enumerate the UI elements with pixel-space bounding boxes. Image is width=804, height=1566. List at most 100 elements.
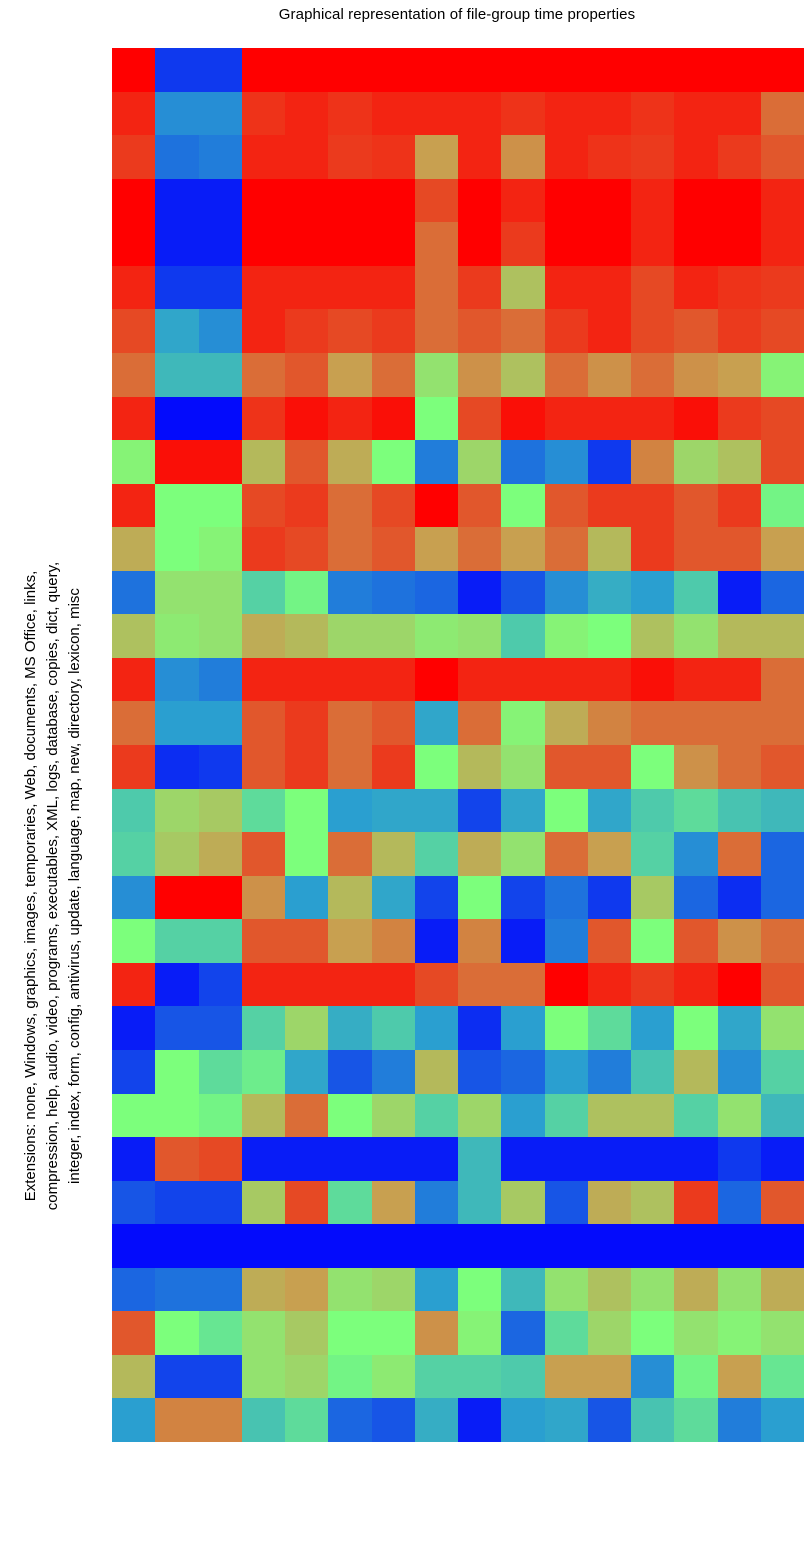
heatmap-cell-r31-c5 (328, 1398, 372, 1442)
heatmap-cell-r11-c3 (242, 527, 285, 571)
heatmap-cell-r28-c3 (242, 1268, 285, 1311)
heatmap-cell-r0-c11 (588, 48, 631, 92)
heatmap-cell-r19-c8 (458, 876, 501, 919)
heatmap-cell-r28-c7 (415, 1268, 458, 1311)
heatmap-cell-r30-c11 (588, 1355, 631, 1398)
heatmap-cell-r15-c2 (199, 701, 242, 745)
heatmap-cell-r2-c10 (545, 135, 588, 179)
heatmap-cell-r30-c7 (415, 1355, 458, 1398)
heatmap-cell-r8-c5 (328, 397, 372, 440)
heatmap-cell-r10-c4 (285, 484, 328, 527)
heatmap-cell-r9-c9 (501, 440, 545, 484)
heatmap-cell-r22-c14 (718, 1006, 761, 1050)
heatmap-cell-r19-c1 (155, 876, 199, 919)
heatmap-cell-r20-c4 (285, 919, 328, 963)
heatmap-cell-r31-c15 (761, 1398, 804, 1442)
heatmap-cell-r28-c13 (674, 1268, 718, 1311)
heatmap-cell-r1-c0 (112, 92, 155, 135)
heatmap-cell-r11-c10 (545, 527, 588, 571)
heatmap-cell-r2-c14 (718, 135, 761, 179)
heatmap-cell-r7-c3 (242, 353, 285, 397)
heatmap-cell-r10-c0 (112, 484, 155, 527)
heatmap-cell-r14-c9 (501, 658, 545, 701)
heatmap-cell-r29-c5 (328, 1311, 372, 1355)
y-axis-label-line-2: compression, help, audio, video, program… (44, 561, 61, 1211)
heatmap-cell-r15-c6 (372, 701, 415, 745)
heatmap-cell-r9-c6 (372, 440, 415, 484)
heatmap-cell-r4-c0 (112, 222, 155, 266)
heatmap-cell-r23-c0 (112, 1050, 155, 1094)
heatmap-cell-r0-c1 (155, 48, 199, 92)
heatmap-cell-r19-c7 (415, 876, 458, 919)
heatmap-cell-r21-c14 (718, 963, 761, 1006)
heatmap-cell-r23-c3 (242, 1050, 285, 1094)
heatmap-cell-r18-c8 (458, 832, 501, 876)
heatmap-cell-r8-c11 (588, 397, 631, 440)
heatmap-cell-r1-c6 (372, 92, 415, 135)
heatmap-cell-r6-c3 (242, 309, 285, 353)
heatmap-cell-r4-c10 (545, 222, 588, 266)
heatmap-cell-r26-c4 (285, 1181, 328, 1224)
heatmap-cell-r18-c0 (112, 832, 155, 876)
heatmap-cell-r19-c5 (328, 876, 372, 919)
heatmap-cell-r7-c0 (112, 353, 155, 397)
heatmap-cell-r21-c3 (242, 963, 285, 1006)
heatmap-cell-r5-c12 (631, 266, 674, 309)
heatmap-cell-r13-c9 (501, 614, 545, 658)
heatmap-cell-r5-c7 (415, 266, 458, 309)
heatmap-cell-r9-c12 (631, 440, 674, 484)
heatmap-cell-r17-c6 (372, 789, 415, 832)
heatmap-cell-r6-c9 (501, 309, 545, 353)
heatmap-cell-r3-c9 (501, 179, 545, 222)
heatmap-cell-r29-c7 (415, 1311, 458, 1355)
heatmap-cell-r15-c15 (761, 701, 804, 745)
heatmap-cell-r23-c11 (588, 1050, 631, 1094)
heatmap-cell-r2-c5 (328, 135, 372, 179)
heatmap-cell-r0-c5 (328, 48, 372, 92)
heatmap-cell-r24-c2 (199, 1094, 242, 1137)
heatmap-cell-r4-c1 (155, 222, 199, 266)
heatmap-cell-r0-c2 (199, 48, 242, 92)
heatmap-cell-r8-c6 (372, 397, 415, 440)
heatmap-cell-r20-c11 (588, 919, 631, 963)
heatmap-cell-r15-c1 (155, 701, 199, 745)
heatmap-cell-r4-c7 (415, 222, 458, 266)
heatmap-cell-r27-c7 (415, 1224, 458, 1268)
heatmap-cell-r17-c9 (501, 789, 545, 832)
heatmap-cell-r8-c10 (545, 397, 588, 440)
heatmap-cell-r30-c9 (501, 1355, 545, 1398)
heatmap-cell-r10-c6 (372, 484, 415, 527)
heatmap-cell-r14-c4 (285, 658, 328, 701)
heatmap-cell-r19-c11 (588, 876, 631, 919)
heatmap-cell-r1-c2 (199, 92, 242, 135)
heatmap-cell-r21-c12 (631, 963, 674, 1006)
heatmap-cell-r29-c6 (372, 1311, 415, 1355)
heatmap-cell-r1-c4 (285, 92, 328, 135)
heatmap-cell-r23-c4 (285, 1050, 328, 1094)
heatmap-cell-r12-c6 (372, 571, 415, 614)
heatmap-cell-r31-c6 (372, 1398, 415, 1442)
heatmap-cell-r15-c4 (285, 701, 328, 745)
heatmap-cell-r15-c13 (674, 701, 718, 745)
heatmap-cell-r9-c4 (285, 440, 328, 484)
heatmap-cell-r8-c9 (501, 397, 545, 440)
heatmap-cell-r29-c4 (285, 1311, 328, 1355)
heatmap-cell-r24-c10 (545, 1094, 588, 1137)
heatmap-cell-r14-c11 (588, 658, 631, 701)
heatmap-cell-r9-c14 (718, 440, 761, 484)
heatmap-cell-r1-c13 (674, 92, 718, 135)
heatmap-cell-r23-c8 (458, 1050, 501, 1094)
heatmap-cell-r2-c15 (761, 135, 804, 179)
heatmap-cell-r0-c15 (761, 48, 804, 92)
heatmap-cell-r0-c13 (674, 48, 718, 92)
heatmap-cell-r20-c3 (242, 919, 285, 963)
heatmap-cell-r10-c2 (199, 484, 242, 527)
heatmap-cell-r10-c5 (328, 484, 372, 527)
heatmap-cell-r22-c11 (588, 1006, 631, 1050)
heatmap-cell-r20-c10 (545, 919, 588, 963)
heatmap (112, 48, 804, 1442)
heatmap-cell-r4-c15 (761, 222, 804, 266)
heatmap-cell-r28-c12 (631, 1268, 674, 1311)
heatmap-cell-r24-c0 (112, 1094, 155, 1137)
heatmap-cell-r24-c12 (631, 1094, 674, 1137)
